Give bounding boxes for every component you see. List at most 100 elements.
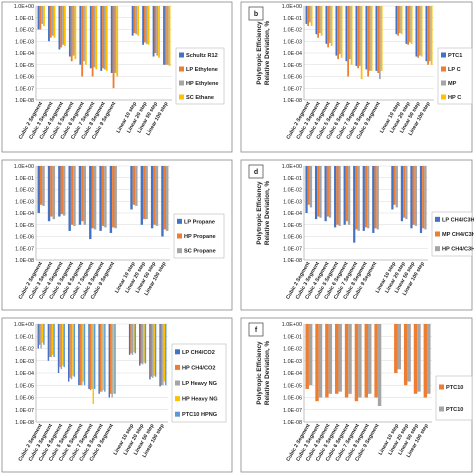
bar	[337, 6, 339, 60]
legend-label: SC Propane	[184, 249, 216, 255]
bar	[73, 324, 76, 377]
bar	[162, 324, 164, 386]
y-tick-label: 1.0E-01	[15, 176, 34, 182]
legend-swatch	[179, 66, 184, 72]
y-tick-label: 1.0E-08	[283, 98, 302, 104]
legend-label: MP CH4/C3H	[442, 232, 474, 238]
bar	[62, 324, 64, 366]
bar	[131, 6, 134, 36]
y-tick-label: 1.0E-03	[15, 39, 34, 45]
y-axis-title-line-2: Relative Deviation, %	[264, 181, 271, 246]
y-tick-label: 1.0E-04	[283, 211, 302, 217]
bar	[319, 166, 322, 218]
bar	[39, 166, 43, 205]
bar	[397, 6, 399, 36]
bar	[391, 166, 394, 210]
bar	[394, 324, 398, 373]
y-tick-label: 1.0E-01	[15, 16, 34, 22]
y-tick-label: 1.0E-04	[283, 51, 302, 57]
legend-label: Schultz R12	[186, 53, 218, 59]
bar	[39, 6, 42, 30]
bar	[98, 324, 100, 394]
bar	[153, 324, 155, 376]
legend-label: SC Ethane	[186, 95, 214, 101]
bar	[430, 6, 433, 65]
bar	[51, 324, 54, 355]
legend-swatch	[177, 233, 182, 239]
bar	[319, 6, 321, 34]
bar	[81, 6, 84, 77]
bar	[108, 324, 111, 398]
bar	[80, 324, 83, 386]
bar	[369, 6, 371, 71]
legend-swatch	[175, 364, 180, 370]
bar	[307, 166, 310, 205]
bar	[91, 166, 94, 229]
legend-label: MP	[448, 81, 457, 87]
bar	[37, 6, 40, 30]
bar	[354, 324, 359, 402]
bar	[355, 6, 358, 66]
legend-label: HP Ethylene	[186, 81, 219, 87]
bar	[409, 6, 411, 43]
bar	[405, 166, 408, 220]
bar	[79, 6, 82, 65]
legend-swatch	[177, 218, 182, 224]
legend-label: PTC10	[446, 407, 463, 413]
bar	[417, 324, 421, 392]
y-tick-label: 1.0E-05	[15, 223, 34, 229]
bar	[145, 166, 148, 220]
bar	[367, 6, 369, 77]
bar	[114, 6, 117, 73]
bar	[339, 6, 341, 55]
bar	[338, 166, 341, 226]
bar	[53, 324, 55, 358]
bar	[327, 6, 329, 48]
y-axis-title-line-2: Relative Deviation, %	[264, 341, 271, 406]
legend-label: LP CH4/CO2	[182, 350, 215, 356]
y-tick-label: 1.0E-02	[15, 188, 34, 194]
bar	[144, 6, 146, 43]
bar	[37, 166, 40, 213]
bar	[417, 6, 419, 58]
y-tick-label: 1.0E-02	[283, 188, 302, 194]
bar	[99, 324, 102, 392]
bar	[407, 6, 409, 45]
chart-panel-6: f Polytropic Efficiency Relative Deviation…	[240, 317, 473, 473]
y-tick-label: 1.0E+00	[282, 322, 302, 328]
bar	[73, 166, 76, 226]
bar	[163, 6, 165, 65]
chart-panel-1: 1.0E+00 1.0E-01 1.0E-02 1.0E-03 1.0E-04 1.0E-…	[1, 1, 233, 153]
bar	[330, 6, 333, 46]
y-tick-label: 1.0E-08	[15, 420, 34, 426]
y-tick-label: 1.0E-05	[283, 63, 302, 69]
y-tick-label: 1.0E-07	[15, 246, 34, 252]
bar	[41, 6, 44, 24]
bar	[422, 166, 425, 229]
bar	[317, 6, 319, 38]
panel-label-box	[248, 164, 264, 179]
bar	[63, 324, 65, 368]
bar	[93, 324, 96, 389]
legend-label: HP Heavy NG	[182, 397, 218, 403]
bar	[140, 324, 142, 364]
chart-panel-3: 1.0E+00 1.0E-01 1.0E-02 1.0E-03 1.0E-04 1.0E-…	[1, 159, 233, 311]
bar	[163, 166, 167, 230]
bar	[68, 6, 71, 57]
bar	[315, 6, 318, 35]
y-tick-label: 1.0E+00	[282, 4, 302, 10]
bar	[158, 6, 160, 58]
bar	[50, 166, 53, 217]
bar	[134, 324, 137, 354]
y-tick-label: 1.0E+00	[14, 4, 34, 10]
bar	[343, 166, 346, 225]
bar	[40, 324, 42, 349]
y-axis-title-line-1: Polytropic Efficiency	[256, 181, 263, 245]
legend-label: PTC10	[446, 385, 463, 391]
bar	[93, 166, 97, 230]
legend-label: LP C	[448, 67, 461, 73]
y-tick-label: 1.0E-03	[15, 199, 34, 205]
bar	[377, 6, 379, 73]
y-tick-label: 1.0E-05	[283, 223, 302, 229]
bar	[137, 6, 140, 36]
